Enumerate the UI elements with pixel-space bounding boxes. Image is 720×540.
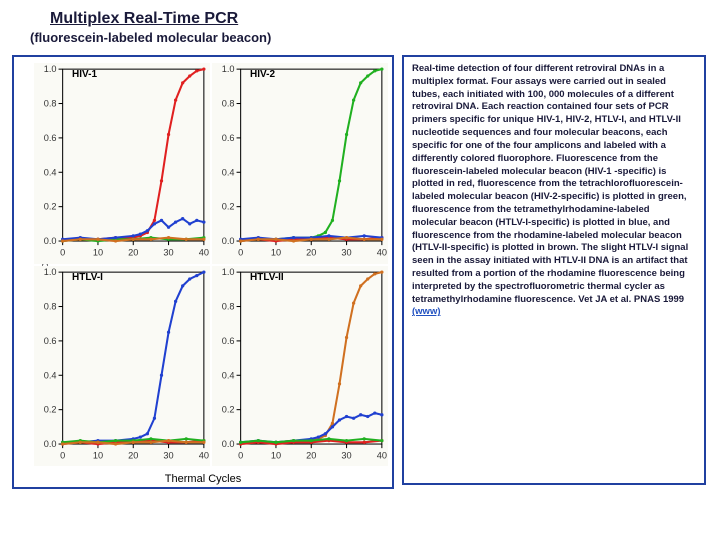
header: Multiplex Real-Time PCR (fluorescein-lab…	[0, 0, 720, 49]
chart-grid: 0 10 20 30 40 0.0 0.2 0.4 0.6 0.8 1.0 HIV-1 0 10 20 3…	[14, 57, 392, 487]
x-axis-label: Thermal Cycles	[165, 473, 241, 485]
svg-text:40: 40	[377, 247, 387, 257]
svg-text:30: 30	[163, 247, 173, 257]
svg-text:30: 30	[163, 450, 173, 460]
description-body: Real-time detection of four different re…	[412, 63, 688, 305]
panel-label: HTLV-II	[250, 272, 284, 283]
svg-text:20: 20	[306, 450, 316, 460]
panel-label: HIV-2	[250, 69, 275, 80]
svg-text:0.6: 0.6	[44, 336, 57, 346]
svg-text:0.0: 0.0	[222, 439, 235, 449]
svg-text:10: 10	[93, 247, 103, 257]
svg-text:0.4: 0.4	[44, 370, 57, 380]
content-row: Fluorescence Thermal Cycles 0102030400.0…	[0, 49, 720, 497]
panel-htlv1: 0 10 20 30 40 0.0 0.2 0.4 0.6 0.8 1.0 HTLV-I	[34, 266, 210, 467]
svg-text:0.4: 0.4	[44, 167, 57, 177]
panel-label: HIV-1	[72, 69, 97, 80]
svg-text:10: 10	[271, 450, 281, 460]
svg-text:0.8: 0.8	[222, 99, 235, 109]
panel-hiv2: 0 10 20 30 40 0.0 0.2 0.4 0.6 0.8 1.0 HIV-2	[212, 63, 388, 264]
svg-text:0.8: 0.8	[44, 301, 57, 311]
svg-text:0: 0	[60, 247, 65, 257]
panel-label: HTLV-I	[72, 272, 103, 283]
svg-text:20: 20	[128, 450, 138, 460]
page-subtitle: (fluorescein-labeled molecular beacon)	[30, 30, 720, 45]
svg-text:0: 0	[60, 450, 65, 460]
svg-text:0: 0	[238, 450, 243, 460]
svg-text:0.6: 0.6	[222, 336, 235, 346]
svg-text:20: 20	[306, 247, 316, 257]
svg-text:1.0: 1.0	[222, 64, 235, 74]
svg-text:0.0: 0.0	[44, 236, 57, 246]
svg-text:30: 30	[341, 450, 351, 460]
svg-text:20: 20	[128, 247, 138, 257]
svg-text:0.0: 0.0	[222, 236, 235, 246]
svg-text:0.2: 0.2	[222, 202, 235, 212]
svg-text:0.0: 0.0	[44, 439, 57, 449]
svg-text:0.8: 0.8	[222, 301, 235, 311]
svg-text:0.4: 0.4	[222, 167, 235, 177]
svg-text:1.0: 1.0	[44, 64, 57, 74]
panel-htlv2: 0 10 20 30 40 0.0 0.2 0.4 0.6 0.8 1.0 HTLV-II	[212, 266, 388, 467]
svg-text:40: 40	[199, 450, 209, 460]
chart-container: Fluorescence Thermal Cycles 0102030400.0…	[12, 55, 394, 489]
svg-text:0.2: 0.2	[222, 404, 235, 414]
svg-text:0.2: 0.2	[44, 404, 57, 414]
page-title: Multiplex Real-Time PCR	[50, 10, 720, 28]
reference-link[interactable]: (www)	[412, 306, 441, 317]
svg-text:0.2: 0.2	[44, 202, 57, 212]
description-text: Real-time detection of four different re…	[412, 63, 696, 319]
svg-text:10: 10	[93, 450, 103, 460]
svg-text:1.0: 1.0	[222, 267, 235, 277]
description-box: Real-time detection of four different re…	[402, 55, 706, 485]
svg-text:0.8: 0.8	[44, 99, 57, 109]
svg-text:30: 30	[341, 247, 351, 257]
svg-text:10: 10	[271, 247, 281, 257]
svg-text:0.6: 0.6	[44, 133, 57, 143]
svg-text:40: 40	[377, 450, 387, 460]
svg-text:0.6: 0.6	[222, 133, 235, 143]
svg-text:0.4: 0.4	[222, 370, 235, 380]
svg-text:40: 40	[199, 247, 209, 257]
svg-text:1.0: 1.0	[44, 267, 57, 277]
panel-hiv1: 0 10 20 30 40 0.0 0.2 0.4 0.6 0.8 1.0 HIV-1	[34, 63, 210, 264]
svg-text:0: 0	[238, 247, 243, 257]
